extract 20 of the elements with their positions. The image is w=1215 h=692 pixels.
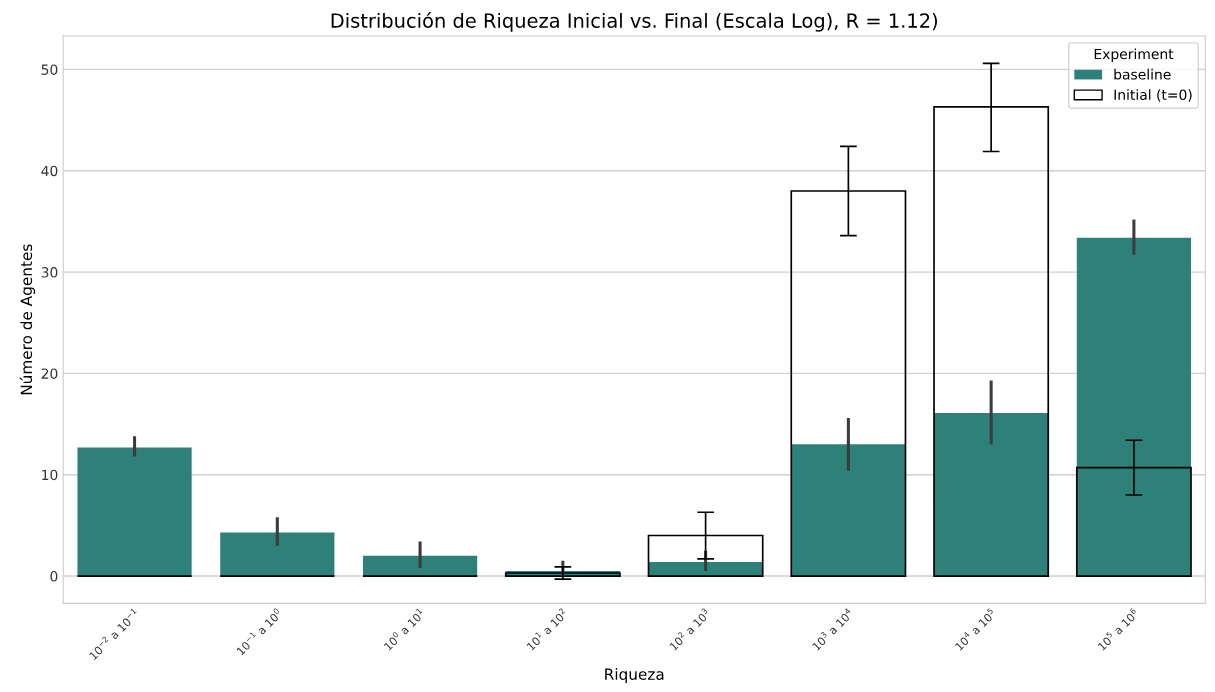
x-tick-label: 10$^{1}$ a 10$^{2}$ — [525, 607, 569, 651]
y-tick-label: 40 — [41, 165, 58, 177]
y-tick-label: 0 — [50, 571, 58, 582]
x-tick-label: 10$^{5}$ a 10$^{6}$ — [1096, 607, 1140, 651]
x-tick-label: 10$^{0}$ a 10$^{1}$ — [382, 607, 426, 651]
x-tick-label: 10$^{−2}$ a 10$^{−1}$ — [87, 607, 140, 661]
chart-title: Distribución de Riqueza Inicial vs. Final (Escala Log), R = 1.12) — [331, 12, 938, 32]
legend-title: Experiment — [1094, 48, 1174, 62]
y-axis-title: Número de Agentes — [19, 244, 36, 395]
legend-label: baseline — [1114, 68, 1171, 80]
x-tick-label: 10$^{2}$ a 10$^{3}$ — [667, 607, 711, 651]
x-tick-label: 10$^{−1}$ a 10$^{0}$ — [234, 607, 283, 656]
x-tick-label: 10$^{4}$ a 10$^{5}$ — [953, 607, 997, 651]
x-tick-label: 10$^{3}$ a 10$^{4}$ — [810, 607, 854, 651]
y-tick-label: 20 — [41, 368, 58, 379]
y-tick-label: 50 — [41, 64, 58, 75]
x-axis-title: Riqueza — [605, 668, 664, 683]
legend-label: Initial (t=0) — [1114, 89, 1192, 102]
y-tick-label: 30 — [41, 267, 58, 278]
y-tick-label: 10 — [42, 469, 58, 481]
